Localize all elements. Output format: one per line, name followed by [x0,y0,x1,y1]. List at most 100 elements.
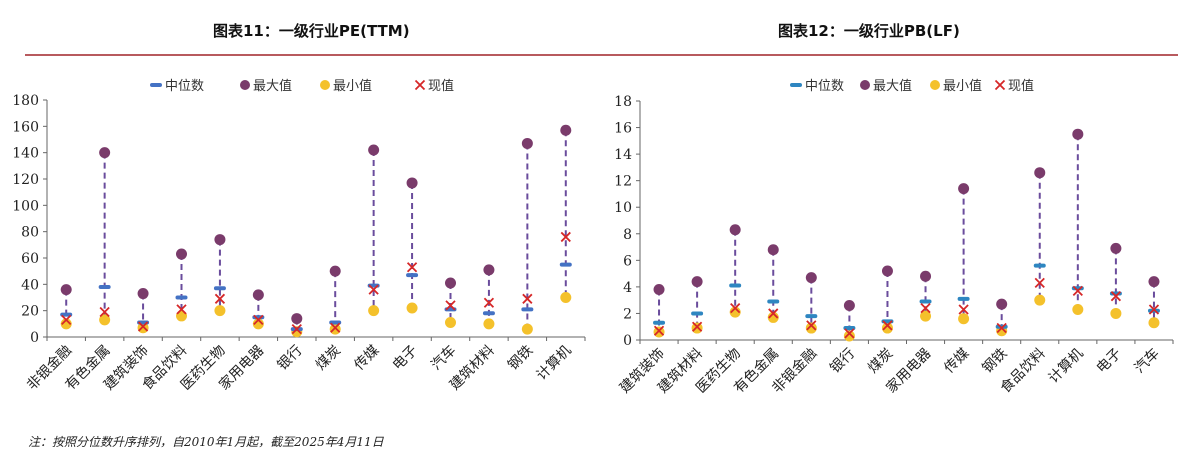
pb-max-point [1072,128,1084,140]
pb-y-tick-label: 2 [623,306,632,322]
pb-current-point [920,302,931,314]
pb-min-point [1034,294,1046,306]
pb-median-mark [957,296,970,301]
pe-y-tick-label: 120 [12,172,39,188]
pe-current-point [137,321,149,332]
pe-max-point [445,277,456,289]
pb-x-tick-label: 汽车 [1131,345,1163,377]
pb-median-mark [919,299,932,304]
pb-y-tick-label: 8 [623,227,632,243]
pb-median-mark [729,283,742,288]
pe-x-tick-label: 电子 [390,343,421,374]
pe-current-point [253,314,264,326]
pe-median-mark [521,307,534,312]
pb-max-point [996,298,1008,310]
pb-legend-max-icon [860,80,870,90]
pb-min-point [843,330,855,342]
pe-legend-median-icon [150,83,162,87]
pe-median-mark [482,311,495,316]
pe-y-tick-label: 160 [12,119,39,135]
pe-max-point [99,147,111,159]
pb-current-point [882,320,893,331]
pe-x-tick-label: 钢铁 [505,343,536,374]
pe-y-tick-label: 80 [21,225,39,241]
pb-median-mark [843,326,856,331]
pe-max-point [291,313,303,325]
pb-current-point [1072,285,1083,297]
pe-max-point [406,177,418,189]
pe-min-point [368,305,380,317]
chart-title-pe: 图表11：一级行业PE(TTM) [213,22,410,40]
pe-x-tick-label: 汽车 [428,342,460,374]
pe-y-tick-label: 140 [12,146,39,162]
pb-x-tick-label: 电子 [1094,346,1125,377]
pe-current-point [560,231,571,243]
pe-legend-max-label: 最大值 [253,78,292,94]
pe-legend-current-label: 现值 [428,78,454,94]
pe-median-mark [98,284,111,289]
pe-max-point [214,234,226,246]
pb-max-point [1034,167,1046,179]
pb-median-mark [653,320,666,325]
pb-legend-max-label: 最大值 [873,78,912,94]
pb-min-point [691,322,703,334]
pb-legend-current-label: 现值 [1008,78,1034,94]
pe-current-point [61,314,72,326]
pb-max-point [691,276,703,288]
pe-min-point [137,322,149,334]
pb-min-point [920,310,932,322]
pb-current-point [1148,304,1160,315]
pb-max-point [653,284,665,296]
pb-max-point [881,265,893,277]
pe-current-point [99,306,110,318]
pb-y-tick-label: 0 [623,333,632,349]
pe-current-point [214,293,226,304]
pe-x-tick-label: 计算机 [534,343,575,384]
pb-legend-median-icon [790,83,802,87]
pb-current-point [996,322,1007,334]
pe-min-point [560,292,572,303]
pb-y-tick-label: 14 [614,147,632,163]
pe-max-point [521,137,533,149]
pe-max-point [137,288,149,300]
pb-x-tick-label: 传媒 [941,346,972,377]
pe-y-tick-label: 180 [12,93,39,109]
pe-min-point [214,305,226,317]
pe-y-tick-label: 60 [21,251,39,267]
pb-x-tick-label: 煤炭 [865,346,896,377]
footnote: 注：按照分位数升序排列，自2010年1月起，截至2025年4月11日 [28,435,384,449]
pe-max-point [252,289,264,301]
pb-min-point [805,322,817,334]
pe-x-tick-label: 银行 [275,343,306,374]
pb-y-tick-label: 18 [614,94,632,110]
pb-max-point [843,299,855,311]
pb-median-mark [767,299,780,304]
pe-median-mark [175,295,188,300]
pe-y-tick-label: 0 [30,330,39,346]
pe-min-point [483,318,495,330]
title-divider [25,54,1178,56]
pb-current-point [844,328,855,339]
pb-y-tick-label: 16 [614,121,632,137]
pe-min-point [445,317,456,329]
charts-canvas: 020406080100120140160180非银金融有色金属建筑装饰食品饮料… [12,78,1174,396]
pb-current-point [1034,277,1045,289]
pe-max-point [60,284,72,296]
pb-y-tick-label: 6 [623,253,632,269]
pb-y-tick-label: 10 [614,200,632,216]
pb-y-tick-label: 4 [623,280,632,296]
pb-current-point [1110,291,1122,302]
pb-min-point [881,322,893,334]
pb-x-tick-label: 计算机 [1046,346,1087,387]
pb-legend-median-label: 中位数 [805,79,844,94]
pe-y-tick-label: 40 [21,277,39,293]
pe-legend-current-icon [414,79,426,91]
pb-max-point [767,244,779,256]
pb-max-point [805,272,817,284]
pb-y-tick-label: 12 [614,174,632,190]
pe-min-point [99,314,111,326]
pb-legend-min-label: 最小值 [943,78,982,94]
pe-current-point [445,300,456,311]
pe-min-point [329,323,341,335]
pe-y-tick-label: 20 [21,304,39,320]
